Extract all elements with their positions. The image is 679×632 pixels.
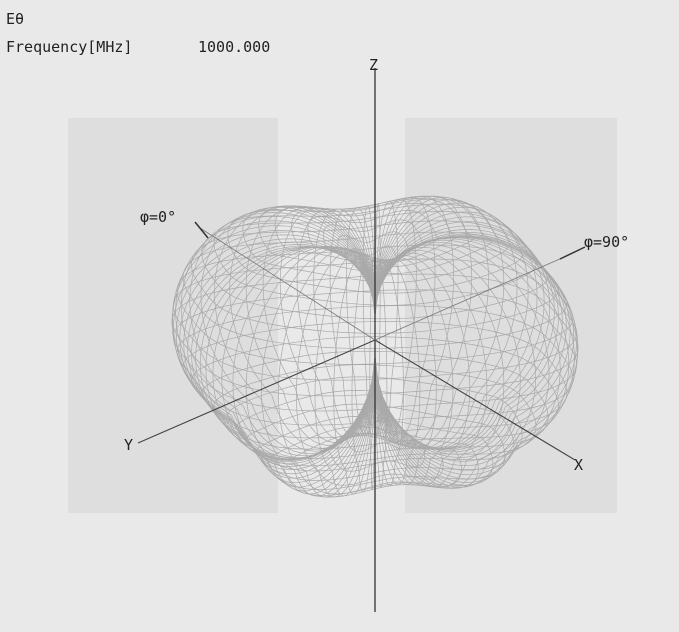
mesh-meridian bbox=[245, 205, 376, 446]
mesh-meridian bbox=[374, 199, 505, 450]
mesh-meridian bbox=[374, 198, 417, 442]
mesh-meridian bbox=[229, 205, 376, 449]
mesh-meridian bbox=[329, 208, 376, 436]
mesh-meridian bbox=[374, 237, 575, 480]
phi90-line bbox=[374, 257, 563, 341]
y-axis-label: Y bbox=[124, 436, 133, 454]
mesh-meridian bbox=[171, 225, 376, 460]
mesh-meridian bbox=[187, 244, 376, 465]
mesh-meridian bbox=[346, 207, 376, 436]
mesh-meridian bbox=[279, 207, 376, 441]
mesh-meridian bbox=[374, 195, 473, 447]
quantity-label: Eθ bbox=[6, 10, 24, 28]
mesh-meridian bbox=[374, 249, 505, 489]
z-axis-label: Z bbox=[369, 56, 378, 74]
mesh-meridian bbox=[296, 208, 376, 439]
x-axis-label: X bbox=[574, 456, 583, 474]
mesh-meridian bbox=[214, 205, 376, 452]
mesh bbox=[171, 195, 579, 498]
mesh-meridian bbox=[313, 208, 376, 437]
frequency-label: Frequency[MHz] bbox=[6, 38, 132, 56]
mesh-meridian bbox=[374, 259, 421, 486]
mesh-meridian bbox=[374, 225, 555, 450]
x-axis bbox=[374, 339, 576, 461]
phi90-label: φ=90° bbox=[584, 233, 629, 251]
phi0-line bbox=[199, 227, 376, 341]
mesh-meridian bbox=[179, 238, 376, 462]
mesh-meridian bbox=[374, 244, 536, 489]
mesh-meridian bbox=[351, 255, 376, 493]
frequency-value: 1000.000 bbox=[198, 38, 270, 56]
mesh-meridian bbox=[374, 233, 567, 455]
mesh-meridian bbox=[374, 255, 471, 487]
y-axis bbox=[137, 339, 376, 444]
mesh-meridian bbox=[183, 241, 376, 463]
mesh-meridian bbox=[374, 196, 436, 444]
mesh-meridian bbox=[180, 212, 376, 458]
mesh-meridian bbox=[200, 207, 376, 455]
phi0-label: φ=0° bbox=[140, 208, 176, 226]
mesh-meridian bbox=[374, 239, 561, 486]
mesh-meridian bbox=[175, 234, 376, 461]
mesh-meridian bbox=[374, 258, 388, 488]
mesh-meridian bbox=[374, 238, 570, 484]
mesh-meridian bbox=[262, 206, 376, 443]
mesh-meridian bbox=[374, 231, 563, 453]
phi90-tick bbox=[559, 246, 586, 260]
mesh-meridian bbox=[374, 252, 488, 488]
mesh-meridian bbox=[189, 209, 376, 457]
mesh-meridian bbox=[374, 195, 454, 446]
mesh-meridian bbox=[374, 206, 529, 450]
mesh-meridian bbox=[374, 221, 551, 450]
mesh-meridian bbox=[362, 205, 376, 437]
mesh-meridian bbox=[277, 248, 376, 498]
phi0-tick bbox=[194, 221, 209, 239]
mesh-meridian bbox=[205, 246, 376, 479]
mesh-meridian bbox=[172, 220, 376, 460]
